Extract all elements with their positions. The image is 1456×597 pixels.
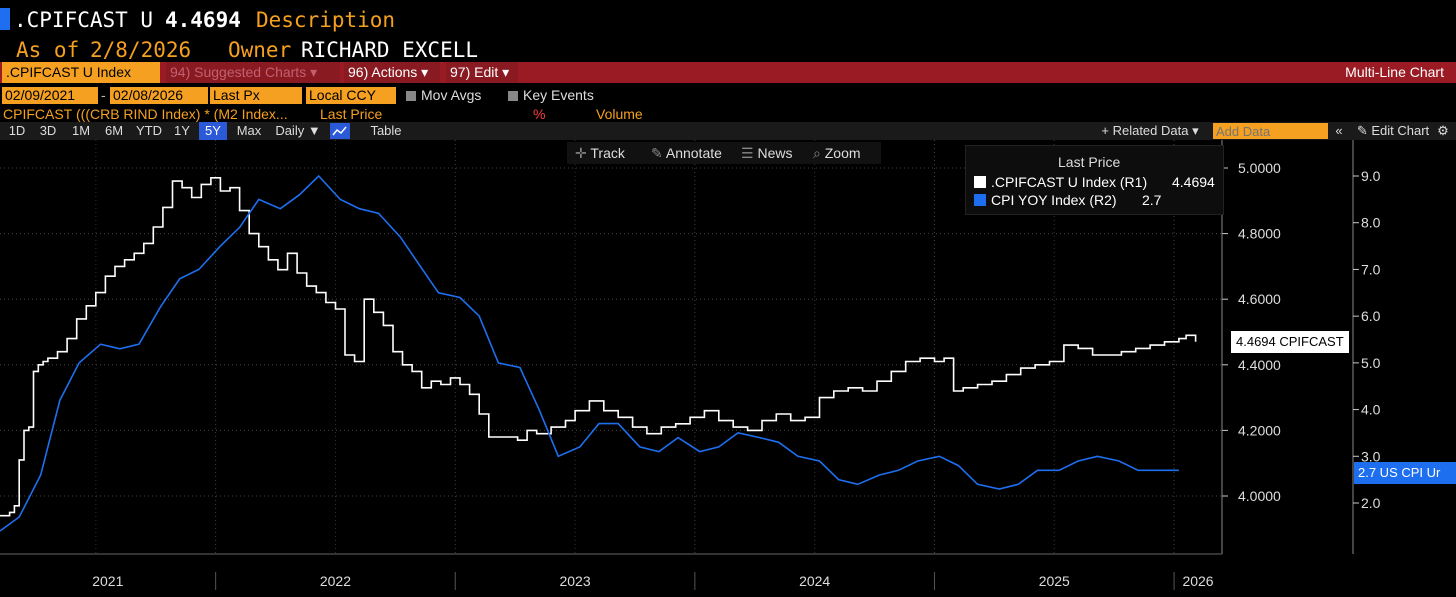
formula-expression[interactable]: (((CRB RIND Index) * (M2 Index... bbox=[76, 106, 288, 122]
range-3d[interactable]: 3D bbox=[39, 123, 57, 138]
price-field-select[interactable]: Last Px bbox=[210, 87, 302, 104]
pencil-icon: ✎ bbox=[1356, 123, 1368, 138]
actions-menu[interactable]: 96) Actions ▾ bbox=[344, 62, 440, 83]
annotate-label: Annotate bbox=[665, 145, 722, 161]
range-1d[interactable]: 1D bbox=[8, 123, 26, 138]
x-tick-label: 2026 bbox=[1182, 573, 1213, 589]
legend-entry[interactable]: CPI YOY Index (R2) 2.7 bbox=[974, 192, 1214, 208]
multi-line-chart[interactable]: 5.0000 4.8000 4.6000 4.4000 4.2000 4.0000 9.0 8… bbox=[0, 140, 1456, 597]
r2-tick-label: 7.0 bbox=[1361, 261, 1381, 277]
percent-label: % bbox=[533, 106, 546, 122]
zoom-tool[interactable]: ⌕ Zoom bbox=[813, 142, 861, 164]
date-separator: - bbox=[101, 87, 106, 103]
legend-series-value: 2.7 bbox=[1142, 192, 1162, 208]
chart-canvas: 5.0000 4.8000 4.6000 4.4000 4.2000 4.0000 9.0 8… bbox=[0, 140, 1381, 590]
edit-chart-button[interactable]: ✎ Edit Chart bbox=[1352, 122, 1434, 140]
table-toggle[interactable]: Table bbox=[370, 123, 402, 138]
key-events-label[interactable]: Key Events bbox=[523, 87, 594, 103]
line-chart-icon[interactable] bbox=[330, 123, 350, 139]
track-tool[interactable]: ✛ Track bbox=[575, 142, 625, 164]
legend-series-name: .CPIFCAST U Index (R1) bbox=[991, 174, 1148, 190]
add-data-input[interactable] bbox=[1213, 123, 1328, 139]
range-bar: 1D 3D 1M 6M YTD 1Y 5Y Max Daily ▼ Table … bbox=[0, 122, 1456, 140]
mov-avgs-label[interactable]: Mov Avgs bbox=[421, 87, 482, 103]
cpi-yoy-series-line bbox=[0, 174, 1179, 532]
security-marker bbox=[0, 8, 10, 30]
legend-title: Last Price bbox=[1058, 154, 1121, 170]
currency-select[interactable]: Local CCY bbox=[306, 87, 396, 104]
ticker-label: .CPIFCAST U bbox=[14, 8, 154, 32]
cpifcast-series-line bbox=[0, 176, 1197, 517]
formula-row: CPIFCAST (((CRB RIND Index) * (M2 Index.… bbox=[0, 106, 1456, 122]
last-value-badge-cpi: 2.7 US CPI Ur bbox=[1354, 462, 1456, 484]
function-toolbar: .CPIFCAST U Index 94) Suggested Charts ▾… bbox=[0, 62, 1456, 83]
chart-tools-bar: ✛ Track ✎ Annotate ☰ News ⌕ Zoom bbox=[567, 142, 881, 164]
range-5y[interactable]: 5Y bbox=[199, 122, 227, 140]
r2-tick-label: 3.0 bbox=[1361, 448, 1381, 464]
chart-legend: Last Price .CPIFCAST U Index (R1) 4.4694… bbox=[965, 145, 1224, 215]
x-tick-label: 2021 bbox=[92, 573, 123, 589]
r2-tick-label: 2.0 bbox=[1361, 495, 1381, 511]
r1-tick-label: 5.0000 bbox=[1238, 160, 1281, 176]
end-date-field[interactable]: 02/08/2026 bbox=[110, 87, 208, 104]
start-date-field[interactable]: 02/09/2021 bbox=[2, 87, 98, 104]
legend-swatch bbox=[974, 194, 986, 206]
chart-mode-label: Multi-Line Chart bbox=[1345, 64, 1444, 80]
r1-tick-label: 4.8000 bbox=[1238, 226, 1281, 242]
range-max[interactable]: Max bbox=[236, 123, 262, 138]
news-tool[interactable]: ☰ News bbox=[741, 142, 792, 164]
owner-name: RICHARD EXCELL bbox=[301, 38, 479, 62]
chart-settings-row: 02/09/2021 - 02/08/2026 Last Px Local CC… bbox=[0, 87, 1456, 105]
formula-last-price: Last Price bbox=[320, 106, 383, 122]
edit-menu[interactable]: 97) Edit ▾ bbox=[446, 62, 518, 83]
r2-tick-label: 8.0 bbox=[1361, 215, 1381, 231]
description-link[interactable]: Description bbox=[256, 8, 396, 32]
key-events-checkbox[interactable] bbox=[508, 91, 518, 101]
pencil-icon: ✎ bbox=[651, 145, 663, 161]
legend-entry[interactable]: .CPIFCAST U Index (R1) 4.4694 bbox=[974, 174, 1215, 190]
suggested-charts-menu[interactable]: 94) Suggested Charts ▾ bbox=[166, 62, 340, 83]
r1-tick-label: 4.6000 bbox=[1238, 291, 1281, 307]
frequency-select[interactable]: Daily ▼ bbox=[275, 123, 321, 138]
r2-tick-label: 5.0 bbox=[1361, 355, 1381, 371]
formula-name: CPIFCAST bbox=[3, 106, 73, 122]
x-tick-label: 2023 bbox=[559, 573, 590, 589]
last-price-value: 4.4694 bbox=[165, 8, 241, 32]
legend-series-name: CPI YOY Index (R2) bbox=[991, 192, 1117, 208]
range-1m[interactable]: 1M bbox=[71, 123, 91, 138]
news-label: News bbox=[757, 145, 793, 161]
r2-tick-label: 6.0 bbox=[1361, 308, 1381, 324]
series-lines bbox=[0, 174, 1197, 532]
collapse-icon[interactable]: « bbox=[1335, 123, 1343, 138]
range-ytd[interactable]: YTD bbox=[136, 123, 162, 138]
track-label: Track bbox=[590, 145, 625, 161]
as-of-label: As of bbox=[16, 38, 80, 62]
r1-tick-label: 4.4000 bbox=[1238, 357, 1281, 373]
magnifier-icon: ⌕ bbox=[813, 145, 821, 161]
legend-swatch bbox=[974, 176, 986, 188]
legend-series-value: 4.4694 bbox=[1172, 174, 1215, 190]
r1-tick-label: 4.2000 bbox=[1238, 422, 1281, 438]
settings-gear-icon[interactable]: ⚙ bbox=[1437, 123, 1449, 138]
crosshair-icon: ✛ bbox=[575, 145, 587, 161]
x-tick-label: 2022 bbox=[320, 573, 351, 589]
r2-tick-label: 9.0 bbox=[1361, 168, 1381, 184]
x-tick-label: 2025 bbox=[1039, 573, 1070, 589]
last-value-badge-cpifcast: 4.4694 CPIFCAST bbox=[1231, 331, 1349, 353]
owner-label: Owner bbox=[228, 38, 292, 62]
volume-label: Volume bbox=[596, 106, 643, 122]
r2-tick-label: 4.0 bbox=[1361, 402, 1381, 418]
annotate-tool[interactable]: ✎ Annotate bbox=[651, 142, 722, 164]
mov-avgs-checkbox[interactable] bbox=[406, 91, 416, 101]
range-1y[interactable]: 1Y bbox=[174, 123, 190, 138]
as-of-date: 2/8/2026 bbox=[90, 38, 192, 62]
edit-chart-label: Edit Chart bbox=[1371, 123, 1430, 138]
x-tick-label: 2024 bbox=[799, 573, 830, 589]
range-6m[interactable]: 6M bbox=[104, 123, 124, 138]
related-data-menu[interactable]: + Related Data ▾ bbox=[1101, 123, 1199, 138]
zoom-label: Zoom bbox=[824, 145, 861, 161]
security-field[interactable]: .CPIFCAST U Index bbox=[2, 62, 160, 83]
r1-tick-label: 4.0000 bbox=[1238, 488, 1281, 504]
news-icon: ☰ bbox=[741, 145, 754, 161]
